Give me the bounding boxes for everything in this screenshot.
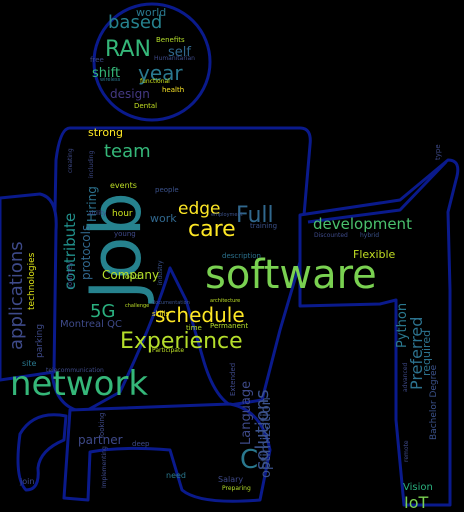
word-5g: 5G (90, 301, 115, 322)
word-including: including (88, 150, 95, 178)
word-challenge: challenge (125, 303, 149, 309)
word-network: network (10, 364, 148, 404)
word-advanced: advanced (402, 362, 409, 392)
word-creating: creating (67, 148, 74, 173)
word-wireless: wireless (100, 77, 121, 83)
word-optimization: optimization (259, 397, 274, 478)
word-based: based (108, 12, 162, 33)
word-telecommunication: telecommunication (46, 367, 104, 374)
word-software: software (205, 252, 377, 298)
silhouette-leg (62, 402, 272, 503)
word-experience: Experience (120, 329, 243, 354)
word-people: people (155, 186, 179, 194)
word-bachelor-degree: Bachelor Degree (429, 364, 439, 440)
word-journey: journey (66, 262, 74, 289)
word-extended: Extended (229, 363, 237, 396)
word-work: work (150, 212, 177, 225)
word-dental: Dental (134, 102, 157, 110)
word-required: required (420, 330, 433, 376)
word-flexible: Flexible (353, 248, 396, 261)
word-events: events (110, 181, 137, 190)
word-join: join (19, 477, 34, 486)
word-vision: Vision (403, 482, 433, 493)
word-need: need (166, 471, 186, 480)
word-solutions: solutions (252, 389, 273, 470)
word-design: design (110, 87, 150, 101)
word-food: food (122, 272, 140, 281)
word-employment: employment (211, 212, 243, 218)
word-implementing: Implementing (101, 446, 108, 488)
word-young: young (114, 230, 136, 238)
word-humanitarian: Humanitarian (154, 55, 195, 62)
word-world: world (136, 6, 166, 19)
word-participate: Participate (152, 347, 184, 354)
word-site: site (22, 359, 37, 368)
word-remote: remote (403, 440, 410, 462)
word-description: description (222, 252, 261, 260)
word-architecture: architecture (210, 298, 240, 304)
word-schedule: schedule (155, 303, 245, 327)
word-language: Language (239, 381, 254, 445)
word-salary: Salary (218, 475, 243, 484)
word-discounted: Discounted (314, 232, 348, 239)
word-skills: skills (152, 310, 170, 318)
word-ability: ability (88, 210, 107, 217)
word-hour: hour (112, 209, 133, 219)
word-type: type (434, 144, 442, 160)
word-montreal-qc: Montreal QC (60, 319, 122, 330)
word-deep: deep (132, 440, 150, 448)
word-hiring: Hiring (85, 186, 99, 222)
word-training: training (250, 222, 277, 230)
word-industry: industry (157, 260, 164, 285)
word-team: team (104, 141, 151, 162)
word-care: care (188, 217, 236, 242)
person-silhouette (0, 2, 460, 507)
word-partner: partner (78, 433, 123, 447)
word-full: Full (236, 203, 274, 228)
word-layer: software Job network Experience applications… (6, 6, 442, 512)
word-preparing: Preparing (222, 485, 251, 492)
word-free: free (90, 56, 104, 64)
word-strong: strong (88, 126, 123, 139)
silhouette-chair-left (16, 413, 68, 492)
word-python: Python (395, 303, 410, 348)
word-iot: IoT (404, 493, 429, 512)
word-ran: RAN (105, 37, 151, 62)
word-permanent: Permanent (210, 322, 248, 330)
word-benefits: Benefits (156, 36, 185, 44)
word-applications: applications (6, 241, 27, 350)
word-job: Job (75, 192, 157, 304)
word-technologies: technologies (27, 252, 37, 310)
word-self: self (168, 45, 191, 60)
word-year: year (138, 61, 183, 85)
word-development: development (313, 215, 412, 233)
word-protocols: protocols (79, 225, 93, 280)
word-c: C (240, 445, 258, 475)
word-parking: parking (35, 324, 45, 358)
word-hybrid: hybrid (360, 232, 379, 239)
word-time: time (186, 324, 202, 332)
silhouette-arm (0, 192, 58, 382)
word-company: Company (102, 268, 159, 282)
word-documentation: documentation (152, 300, 190, 306)
word-edge: edge (178, 199, 221, 219)
silhouette-head (92, 2, 212, 122)
silhouette-desk (298, 158, 460, 507)
word-health: health (162, 86, 184, 94)
word-contribute: contribute (61, 213, 79, 290)
word-functional: functional (140, 78, 170, 85)
word-shift: shift (92, 66, 120, 81)
word-looking: looking (98, 413, 106, 438)
word-preferred: Preferred (407, 317, 426, 390)
silhouette-desk-top (307, 160, 448, 224)
